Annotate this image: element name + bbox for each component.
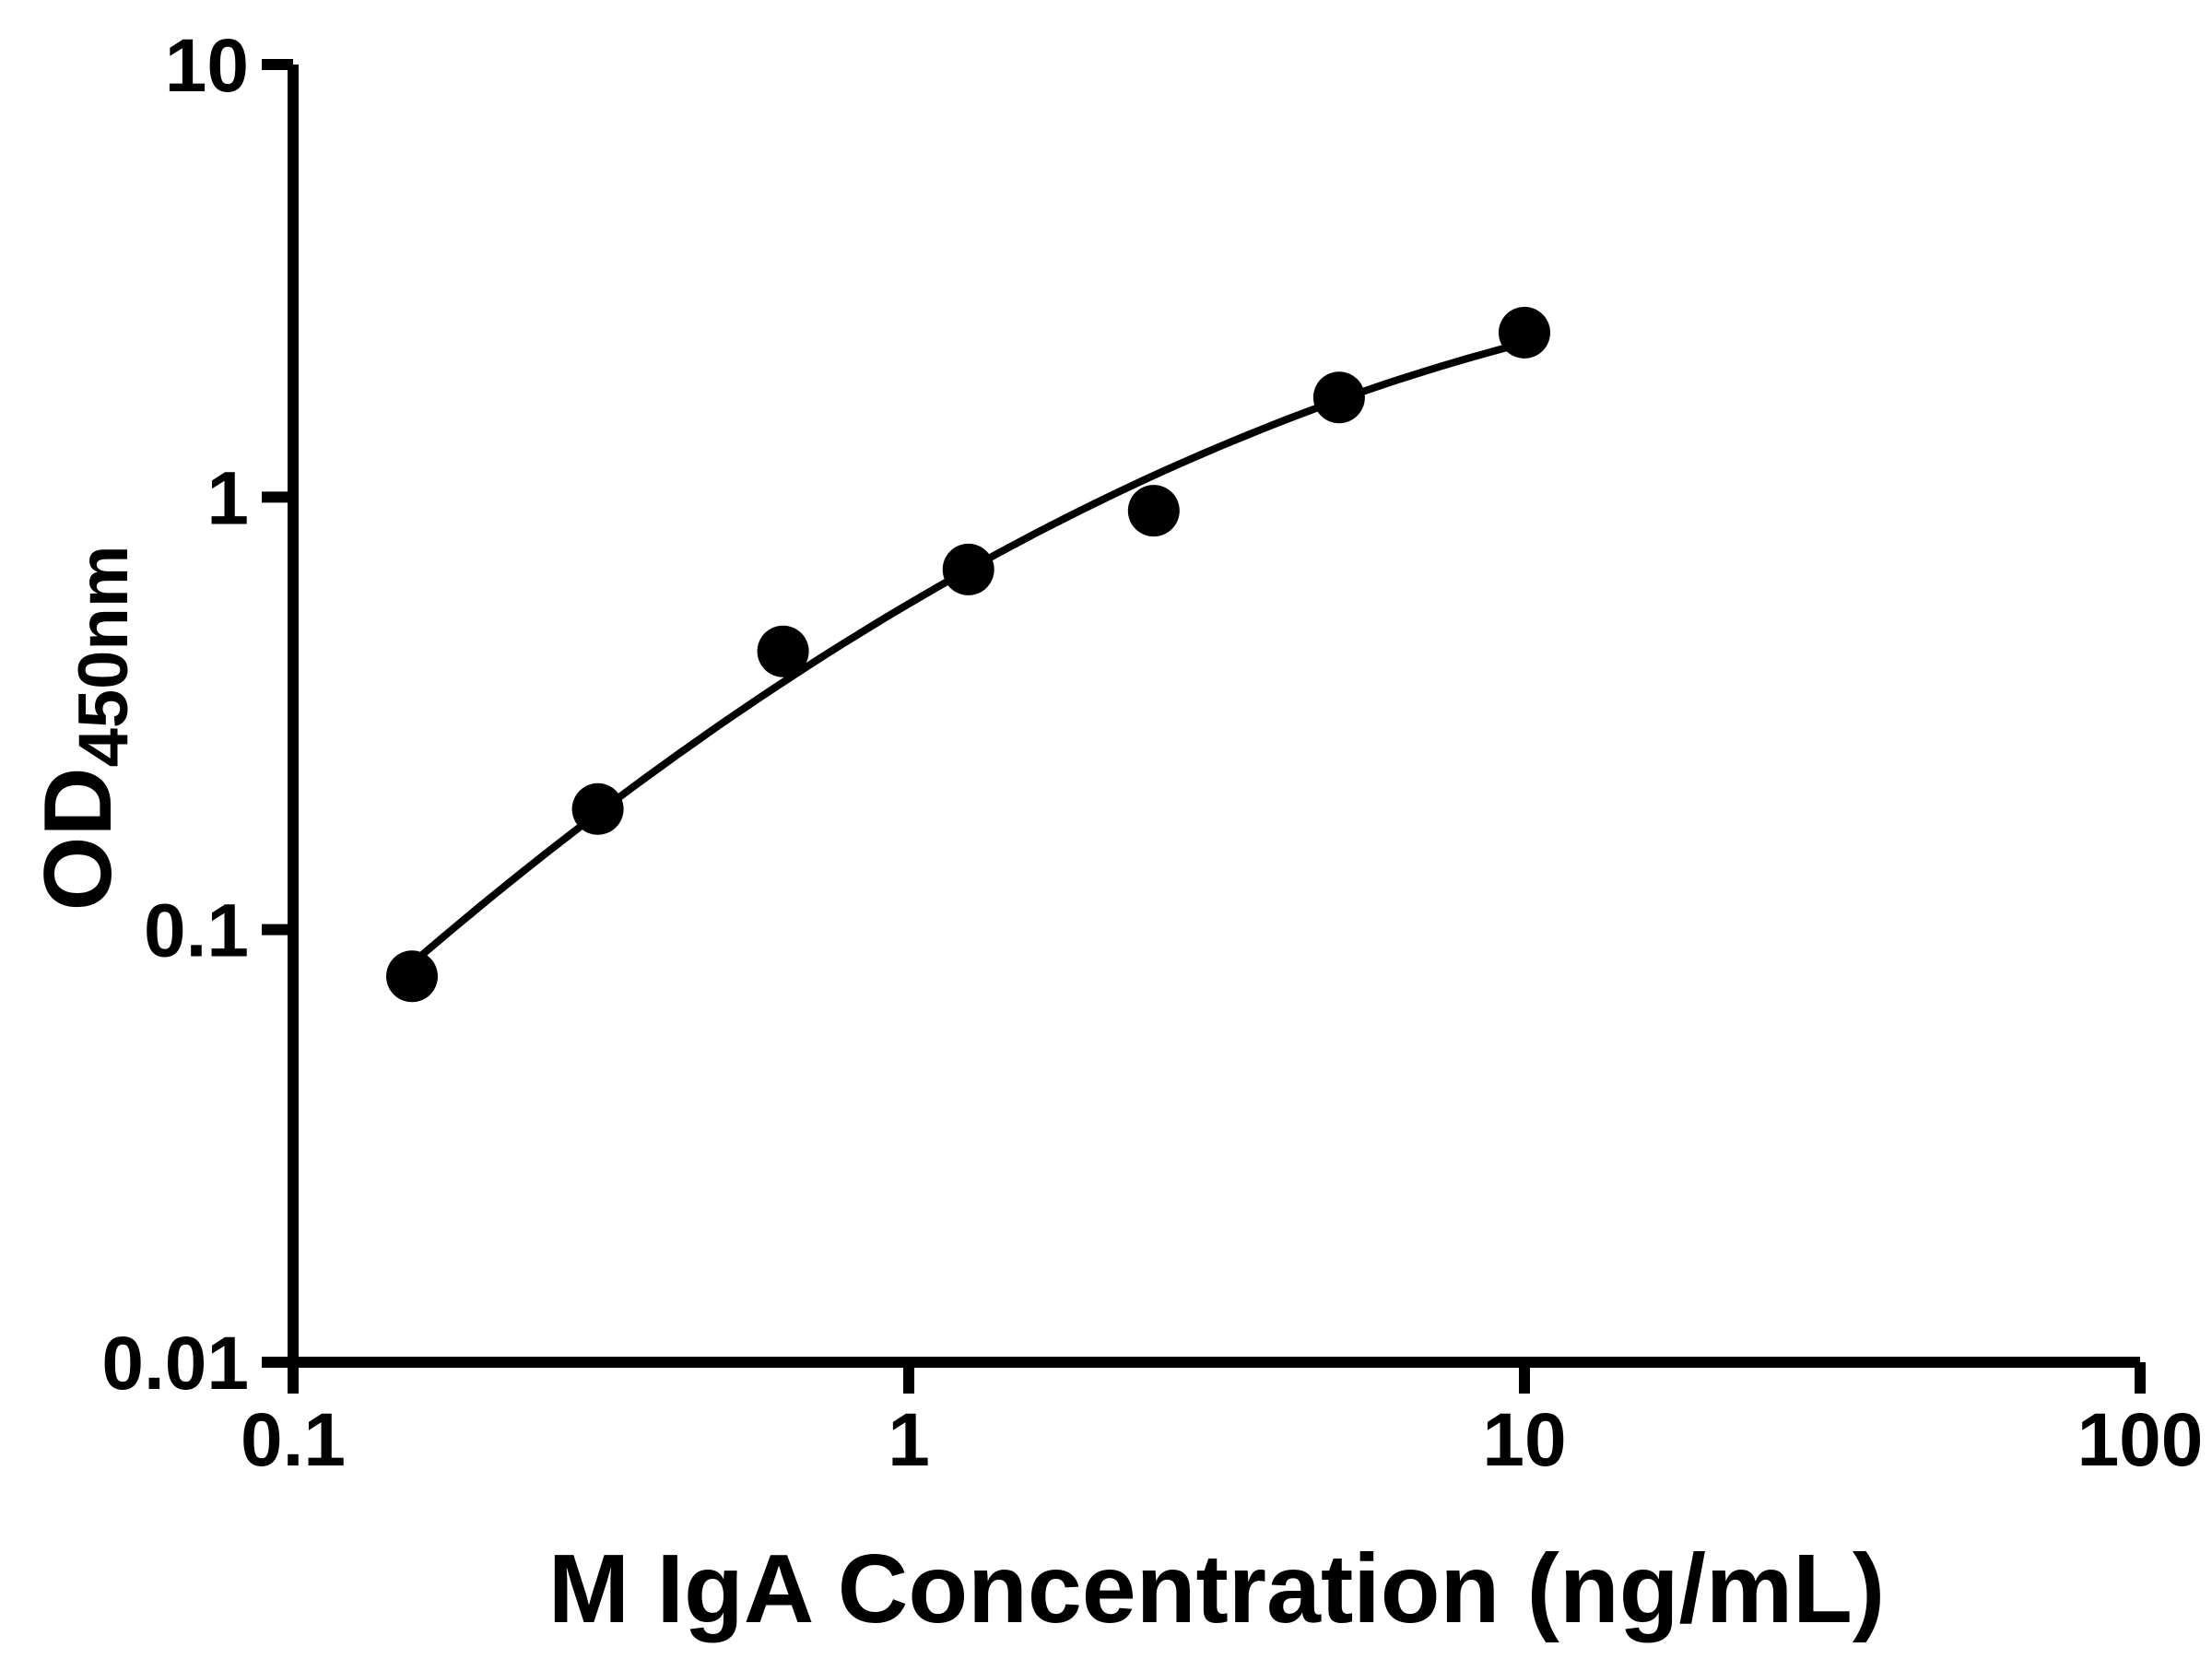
x-tick-label: 100	[2077, 1398, 2204, 1482]
data-point	[1127, 485, 1180, 537]
y-tick-label: 0.01	[101, 1322, 249, 1406]
x-tick-label: 10	[1482, 1398, 1566, 1482]
data-point	[571, 782, 624, 835]
axis-lines	[288, 65, 2140, 1368]
x-tick-label: 1	[888, 1398, 930, 1482]
y-axis-title: OD450nm	[25, 546, 143, 912]
y-axis-title-main: OD	[25, 767, 132, 911]
data-point	[386, 950, 438, 1003]
y-tick-label: 1	[206, 456, 249, 540]
data-point	[1499, 306, 1550, 359]
fit-curve	[408, 339, 1528, 968]
data-point	[1312, 371, 1365, 424]
data-point	[942, 543, 994, 595]
y-tick-label: 10	[165, 24, 249, 108]
y-axis-title-sub: 450nm	[65, 546, 143, 768]
data-point	[757, 625, 809, 677]
y-tick-label: 0.1	[144, 889, 249, 973]
plot-layer	[386, 306, 1550, 1003]
x-axis-title: M IgA Concentration (ng/mL)	[548, 1535, 1885, 1643]
x-tick-label: 0.1	[241, 1398, 346, 1482]
